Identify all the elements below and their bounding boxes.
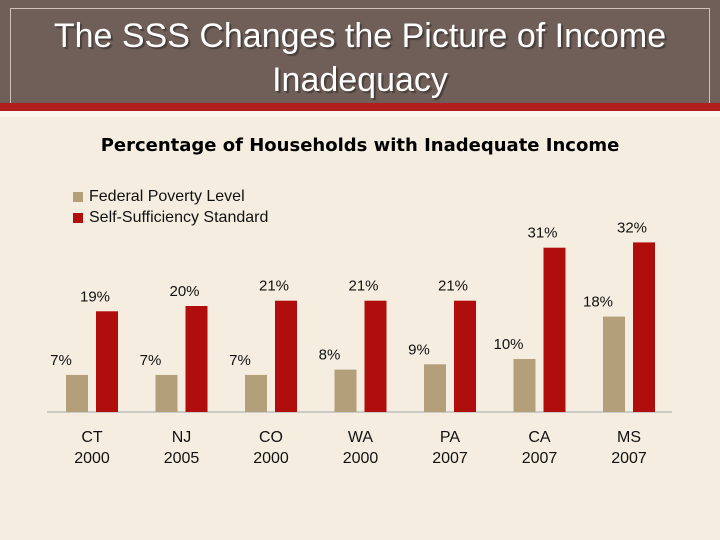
- data-label-fpl-2: 7%: [229, 352, 251, 369]
- x-tick-label-0-0: CT: [81, 429, 103, 446]
- data-label-sss-4: 21%: [438, 278, 468, 295]
- bar-sss-3: [364, 300, 387, 412]
- legend-swatch-fpl: [73, 191, 83, 202]
- data-label-fpl-3: 8%: [319, 347, 341, 364]
- title-band: [0, 0, 720, 103]
- bar-fpl-4: [424, 364, 446, 412]
- bar-sss-5: [543, 247, 566, 412]
- accent-bar: [0, 103, 720, 111]
- data-label-fpl-0: 7%: [50, 352, 72, 369]
- bar-sss-4: [454, 300, 476, 412]
- legend-item-fpl: Federal Poverty Level: [73, 186, 268, 207]
- legend-item-sss: Self-Sufficiency Standard: [73, 207, 268, 228]
- data-label-fpl-6: 18%: [583, 294, 613, 311]
- chart-title: Percentage of Households with Inadequate…: [100, 135, 620, 156]
- x-tick-label-5-0: CA: [528, 429, 551, 446]
- slide-title-line-2: Inadequacy: [272, 61, 448, 99]
- title-frame: [10, 8, 710, 103]
- x-tick-label-6-0: MS: [617, 429, 641, 446]
- data-label-sss-3: 21%: [348, 278, 378, 295]
- bar-fpl-2: [245, 374, 267, 412]
- chart-legend: Federal Poverty Level Self-Sufficiency S…: [73, 186, 268, 228]
- data-label-sss-2: 21%: [259, 278, 289, 295]
- x-tick-label-0-1: 2000: [74, 450, 110, 467]
- data-label-sss-6: 32%: [617, 219, 647, 236]
- divider-line: [0, 111, 720, 117]
- bar-fpl-3: [334, 369, 357, 412]
- bar-sss-6: [633, 242, 655, 412]
- x-tick-label-3-0: WA: [348, 429, 374, 446]
- bar-sss-1: [185, 306, 208, 412]
- data-label-sss-0: 19%: [80, 288, 110, 305]
- bar-sss-2: [275, 300, 297, 412]
- legend-swatch-sss: [73, 212, 83, 223]
- data-label-sss-5: 31%: [527, 225, 557, 242]
- legend-label-fpl: Federal Poverty Level: [89, 187, 245, 205]
- legend-label-sss: Self-Sufficiency Standard: [89, 208, 269, 226]
- slide-title-line-1: The SSS Changes the Picture of Income: [53, 17, 667, 55]
- data-label-fpl-1: 7%: [140, 352, 162, 369]
- x-tick-label-1-1: 2005: [164, 450, 200, 467]
- data-label-sss-1: 20%: [169, 283, 199, 300]
- x-tick-label-3-1: 2000: [343, 450, 379, 467]
- x-tick-label-1-0: NJ: [172, 429, 192, 446]
- x-tick-label-5-1: 2007: [522, 450, 558, 467]
- bar-sss-0: [96, 311, 118, 412]
- data-label-fpl-5: 10%: [493, 336, 523, 353]
- x-tick-label-6-1: 2007: [611, 450, 647, 467]
- bar-fpl-1: [155, 374, 178, 412]
- x-tick-label-4-1: 2007: [432, 450, 468, 467]
- x-tick-label-2-0: CO: [259, 429, 283, 446]
- bar-fpl-6: [603, 316, 625, 412]
- slide-title: The SSS Changes the Picture of Income In…: [0, 14, 720, 102]
- x-tick-label-4-0: PA: [440, 429, 460, 446]
- bar-fpl-0: [66, 374, 88, 412]
- x-tick-label-2-1: 2000: [253, 450, 289, 467]
- data-label-fpl-4: 9%: [408, 341, 430, 358]
- bar-fpl-5: [513, 359, 536, 412]
